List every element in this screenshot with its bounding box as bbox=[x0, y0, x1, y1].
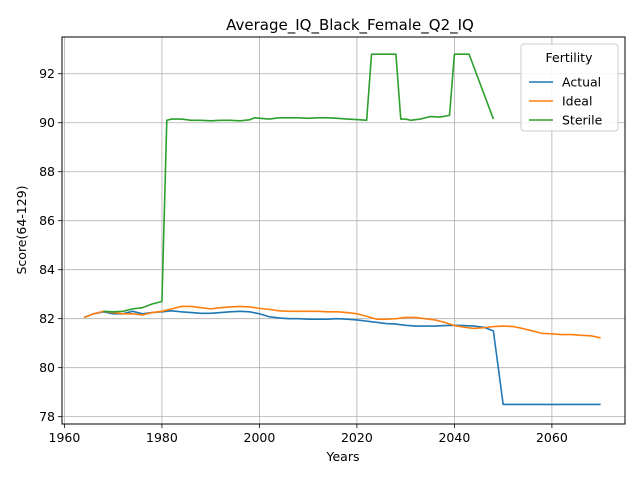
x-tick-label: 2020 bbox=[341, 430, 373, 445]
x-tick-label: 2000 bbox=[244, 430, 276, 445]
x-tick-label: 2060 bbox=[536, 430, 568, 445]
plot-frame bbox=[61, 36, 626, 425]
y-tick-label: 92 bbox=[39, 66, 55, 81]
legend-title: Fertility bbox=[546, 50, 594, 65]
legend-box bbox=[520, 43, 619, 132]
x-tick-label: 1980 bbox=[146, 430, 178, 445]
legend-label-actual: Actual bbox=[562, 75, 601, 90]
series-line-ideal bbox=[83, 305, 601, 339]
chart-title: Average_IQ_Black_Female_Q2_IQ bbox=[226, 16, 474, 35]
y-tick-label: 88 bbox=[39, 164, 55, 179]
y-axis-ticks: 78 80 82 84 86 88 90 92 bbox=[39, 66, 62, 424]
y-tick-label: 78 bbox=[39, 409, 55, 424]
x-axis-ticks: 1960 1980 2000 2020 2040 2060 bbox=[49, 424, 568, 445]
y-tick-label: 90 bbox=[39, 115, 55, 130]
x-tick-label: 2040 bbox=[438, 430, 470, 445]
legend: Fertility Actual Ideal Sterile bbox=[520, 43, 619, 132]
y-tick-label: 82 bbox=[39, 311, 55, 326]
y-axis-label: Score(64-129) bbox=[14, 185, 29, 274]
y-tick-label: 86 bbox=[39, 213, 55, 228]
gridlines bbox=[62, 37, 625, 424]
legend-label-sterile: Sterile bbox=[562, 113, 603, 128]
x-axis-label: Years bbox=[326, 449, 360, 464]
series-lines bbox=[83, 53, 601, 406]
y-tick-label: 84 bbox=[39, 262, 55, 277]
series-line-sterile bbox=[103, 53, 495, 313]
legend-label-ideal: Ideal bbox=[562, 94, 592, 109]
y-tick-label: 80 bbox=[39, 360, 55, 375]
x-tick-label: 1960 bbox=[49, 430, 81, 445]
